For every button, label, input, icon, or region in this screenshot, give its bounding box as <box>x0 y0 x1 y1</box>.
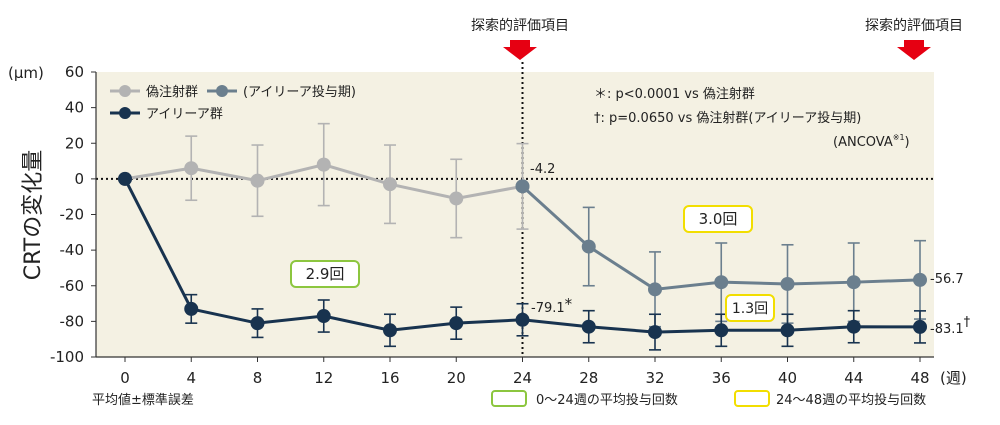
box-green-frame <box>290 260 360 288</box>
y-tick-label: -40 <box>60 241 85 259</box>
switch-point <box>515 179 530 194</box>
switch-point <box>714 275 729 290</box>
x-tick-label: 4 <box>186 369 196 387</box>
y-tick-label: 60 <box>65 63 84 81</box>
x-tick-label: 28 <box>579 369 598 387</box>
x-tick-label: 40 <box>778 369 797 387</box>
label-eylea-24: -79.1* <box>531 295 573 316</box>
ancova-note: (ANCOVA※1) <box>833 133 910 150</box>
explore-label-48: 探索的評価項目 <box>865 17 963 34</box>
legend: 偽注射群 (アイリーア投与期) アイリーア群 <box>110 84 356 122</box>
y-tick-label: -20 <box>60 206 85 224</box>
eylea-point <box>714 323 729 338</box>
switch-point <box>913 272 927 287</box>
y-axis-label: CRTの変化量 <box>21 150 46 281</box>
legend-sham: 偽注射群 <box>146 84 198 100</box>
eylea-point <box>515 312 530 327</box>
switch-point <box>648 282 662 297</box>
x-tick-label: 24 <box>513 369 532 387</box>
sham-point <box>184 161 199 176</box>
legend-switch: (アイリーア投与期) <box>243 84 356 100</box>
box-yellow-small-text: 1.3回 <box>732 301 768 317</box>
x-tick-label: 12 <box>314 369 333 387</box>
eylea-point <box>648 325 662 340</box>
x-tick-label: 16 <box>380 369 399 387</box>
explore-arrow-48 <box>897 40 931 60</box>
eylea-point <box>184 301 199 316</box>
eylea-point <box>581 319 596 334</box>
x-tick-label: 36 <box>712 369 731 387</box>
legend-yellow-swatch <box>734 390 770 407</box>
eylea-point <box>913 319 927 334</box>
y-tick-label: 0 <box>74 170 84 188</box>
eylea-point <box>449 316 464 331</box>
eylea-point <box>383 323 397 338</box>
switch-point <box>581 239 596 254</box>
legend-green-text: 0〜24週の平均投与回数 <box>536 392 678 408</box>
x-tick-label: 44 <box>844 369 863 387</box>
box-yellow-small-frame <box>725 294 775 322</box>
x-axis-unit: (週) <box>940 369 967 387</box>
label-sham-24: -4.2 <box>530 162 555 177</box>
x-tick-label: 8 <box>253 369 263 387</box>
plot-background <box>96 72 934 357</box>
sham-point <box>250 173 265 188</box>
switch-point <box>780 276 795 291</box>
sig-note-2: †: p=0.0650 vs 偽注射群(アイリーア投与期) <box>594 110 861 126</box>
box-yellow-big-frame <box>683 205 753 233</box>
legend-green-swatch <box>491 390 527 407</box>
box-yellow-big-text: 3.0回 <box>699 210 738 228</box>
eylea-point <box>316 309 331 324</box>
box-green-text: 2.9回 <box>306 265 345 283</box>
x-axis-note: 平均値±標準誤差 <box>92 392 194 408</box>
sig-note-1: ＊: p<0.0001 vs 偽注射群 <box>594 86 755 102</box>
y-axis-unit: (μm) <box>8 64 44 82</box>
switch-point <box>846 275 861 290</box>
label-switch-48: -56.7 <box>930 272 964 287</box>
sham-point <box>316 157 331 172</box>
sham-point <box>383 177 397 192</box>
legend-eylea: アイリーア群 <box>146 107 223 122</box>
y-tick-label: -60 <box>60 277 85 295</box>
legend-yellow-text: 24〜48週の平均投与回数 <box>776 392 926 408</box>
eylea-point <box>846 319 861 334</box>
x-tick-label: 48 <box>910 369 929 387</box>
eylea-point <box>118 171 132 186</box>
explore-arrow-24 <box>503 40 537 60</box>
label-eylea-48: -83.1† <box>930 315 971 337</box>
explore-label-24: 探索的評価項目 <box>471 17 569 34</box>
x-tick-label: 20 <box>447 369 466 387</box>
sham-point <box>449 191 464 206</box>
x-tick-label: 0 <box>120 369 130 387</box>
x-tick-label: 32 <box>645 369 664 387</box>
eylea-point <box>780 323 795 338</box>
y-tick-label: -100 <box>50 348 84 366</box>
y-tick-label: -80 <box>60 312 85 330</box>
y-tick-label: 20 <box>65 134 84 152</box>
y-tick-label: 40 <box>65 99 84 117</box>
eylea-point <box>250 316 265 331</box>
